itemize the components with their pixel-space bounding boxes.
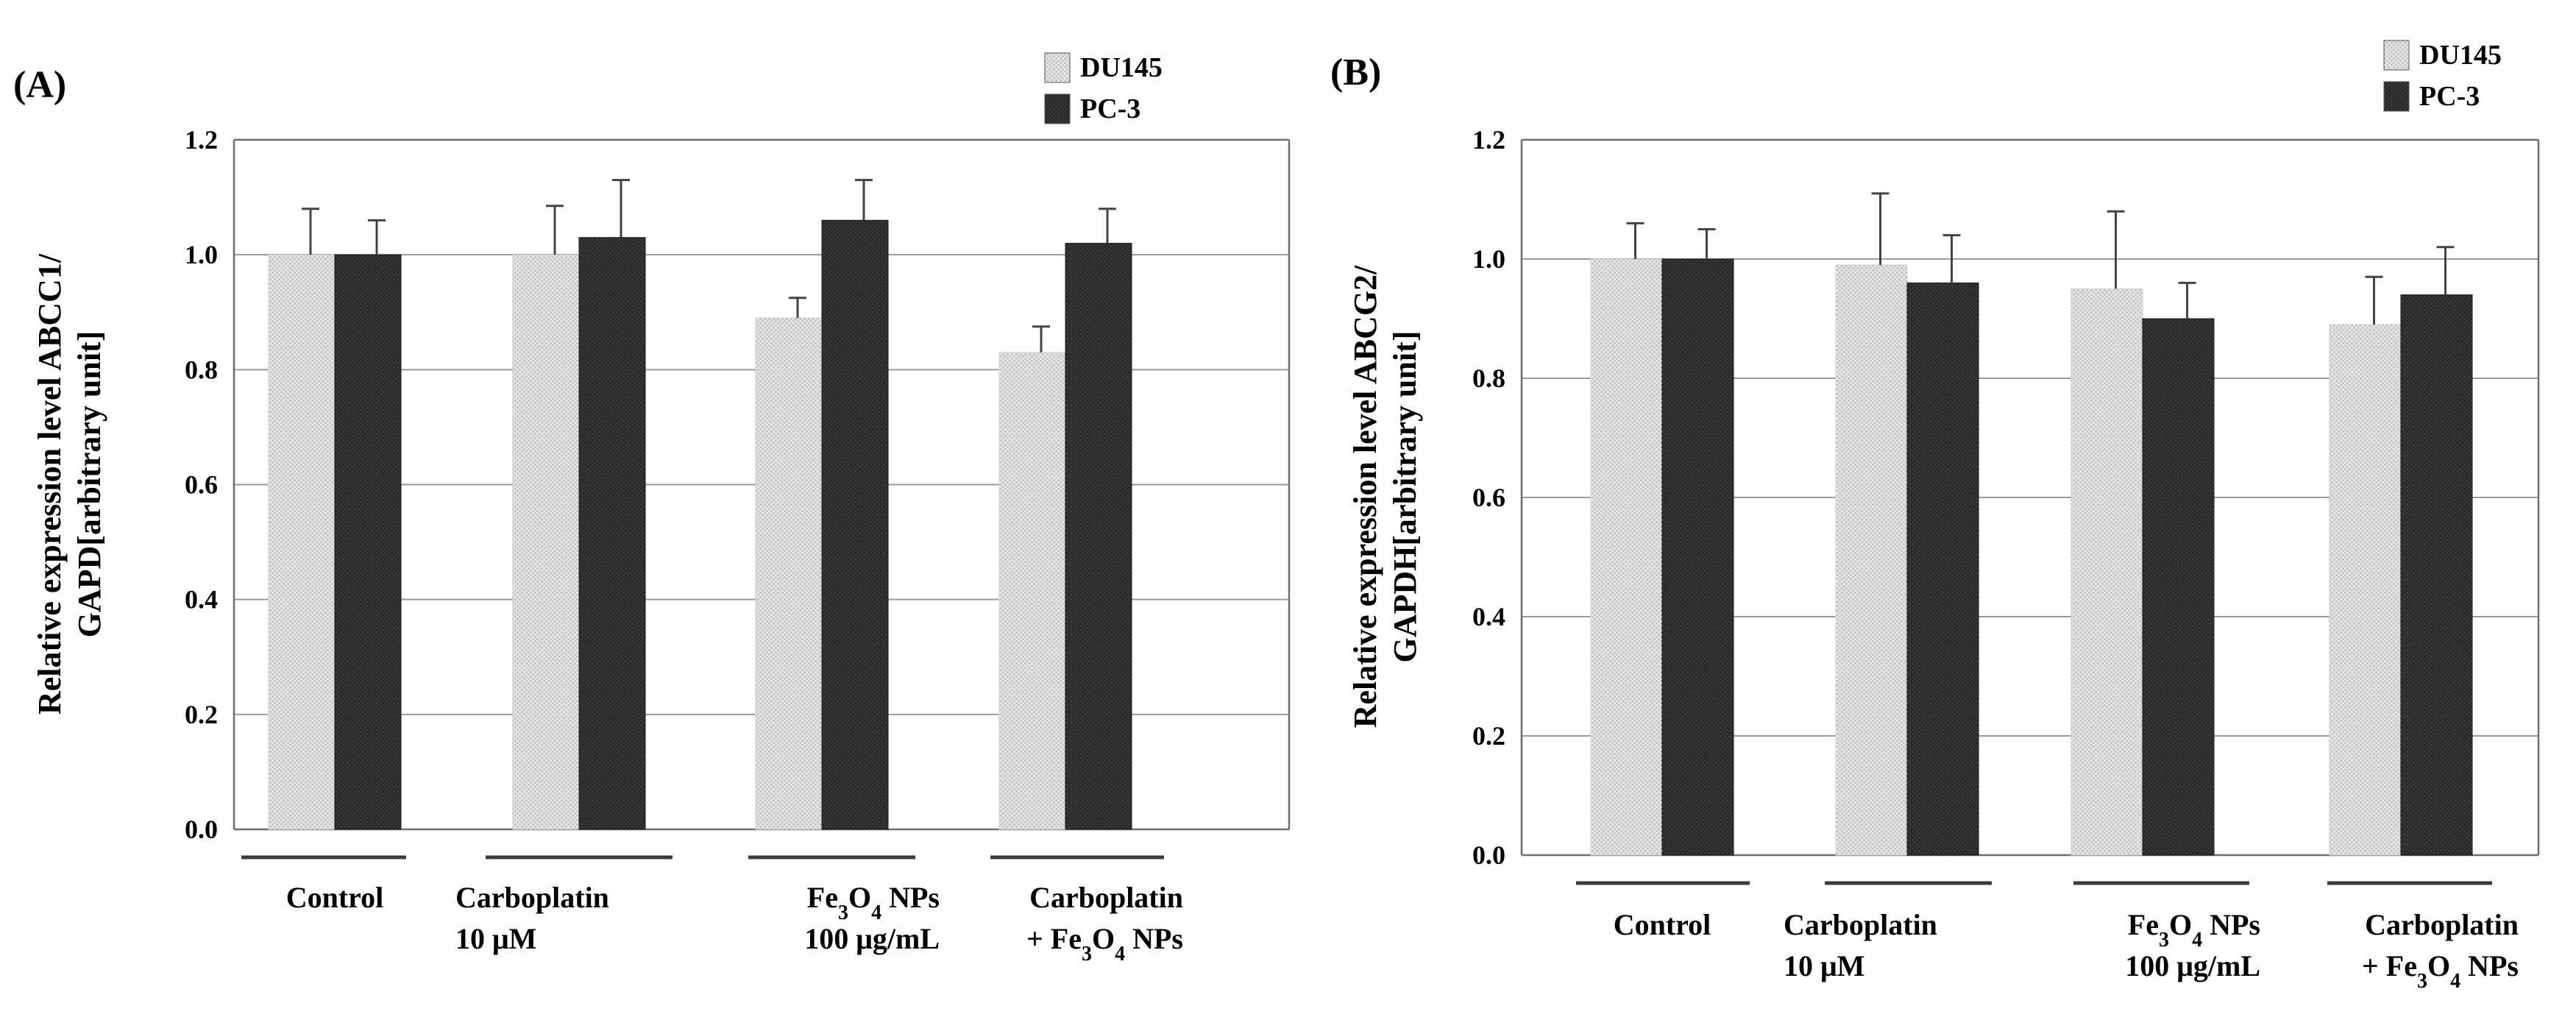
x-category-label: Carboplatin 10 μM [455,881,609,955]
x-category-label-part: NPs [881,881,940,914]
x-category-label-part: + Fe [1026,922,1082,955]
bar-du145 [755,317,823,830]
legend: DU145 PC-3 [1044,52,1163,124]
x-category-label-part: 100 μg/mL [2125,949,2260,982]
x-category-label-part: Carboplatin [2365,908,2519,941]
x-category-label: Carboplatin + Fe3O4 NPs [1026,881,1183,965]
x-category-label-part: 10 μM [455,922,536,955]
x-category-label-part: Control [1614,908,1711,941]
legend: DU145 PC-3 [2383,40,2502,112]
bar-pc-3 [578,237,646,830]
bar-du145 [1835,264,1908,856]
x-category-label-part: 10 μM [1784,949,1864,982]
legend-swatch-pc-3 [2383,81,2410,112]
bar-pc-3 [1661,258,1734,856]
x-category-label-part: 4 [2192,929,2202,952]
y-axis-title-line: Relative expression level ABCC1/ [32,253,68,715]
bar-du145 [998,352,1066,830]
x-category-label-part: Carboplatin [1784,908,1937,941]
y-tick-label: 0.0 [1472,840,1505,870]
x-category-label-part: 4 [871,901,881,924]
bar-du145 [268,254,336,830]
bar-du145 [1590,258,1663,856]
bar-du145 [2329,324,2402,856]
y-tick-label: 0.6 [185,470,218,500]
y-tick-label: 1.2 [185,125,218,155]
y-axis-title: Relative expression level ABCG2/GAPDH[ar… [1347,265,1423,728]
y-tick-label: 0.0 [185,815,218,844]
x-category-label-part: + Fe [2362,949,2417,982]
legend-swatch-du145 [2383,40,2410,71]
y-tick-label: 0.4 [185,585,218,614]
y-tick-label: 1.2 [1472,125,1505,155]
y-tick-label: 1.0 [185,240,218,269]
chart-panel-1: (A) 0.0 0.2 0.4 0.6 0.8 1.0 1.2 Relative express… [13,52,1291,965]
bar-pc-3 [2142,318,2215,856]
x-category-label-part: O [2427,949,2450,982]
legend-label-pc-3: PC-3 [1080,93,1140,124]
x-category-label-part: Carboplatin [1029,881,1183,914]
x-category-label: Carboplatin 10 μM [1784,908,1937,982]
y-tick-label: 1.0 [1472,244,1505,274]
x-category-label: Control [1614,908,1711,941]
x-category-label-part: Carboplatin [455,881,609,914]
x-category-label-part: O [848,881,871,914]
legend-swatch-pc-3 [1044,93,1071,124]
y-tick-label: 0.2 [185,700,218,729]
y-axis-title: Relative expression level ABCC1/GAPD[arb… [32,253,107,715]
x-category-label-part: O [1092,922,1115,955]
x-category-label-part: 100 μg/mL [804,922,940,955]
y-axis-title-line: Relative expression level ABCG2/ [1347,265,1383,728]
bar-pc-3 [2400,294,2473,856]
legend-label-du145: DU145 [1080,52,1163,83]
x-category-label-part: Fe [2128,908,2159,941]
x-category-label-part: 3 [2417,970,2427,993]
x-category-label-part: Fe [807,881,838,914]
legend-swatch-du145 [1044,52,1071,83]
y-tick-label: 0.4 [1472,602,1505,631]
panel-label: (B) [1330,52,1381,93]
y-tick-label: 0.6 [1472,483,1505,512]
panel-label: (A) [13,64,66,106]
bar-pc-3 [334,254,402,830]
bar-pc-3 [1906,282,1979,856]
x-category-label: Fe3O4 NPs 100 μg/mL [2125,908,2260,982]
y-tick-label: 0.8 [185,355,218,384]
x-category-label: Carboplatin + Fe3O4 NPs [2362,908,2519,993]
x-category-label-part: NPs [1125,922,1183,955]
x-category-label-part: Control [286,881,384,914]
x-category-label-part: 4 [2450,970,2460,993]
x-category-label-part: NPs [2202,908,2260,941]
y-axis-title-line: GAPDH[arbitrary unit] [1387,331,1423,663]
y-tick-label: 0.2 [1472,721,1505,751]
y-axis-title-line: GAPD[arbitrary unit] [71,331,107,638]
x-category-label-part: O [2169,908,2192,941]
x-category-label-part: 3 [1082,943,1092,965]
chart-panel-2: (B) 0.0 0.2 0.4 0.6 0.8 1.0 1.2 Relative express… [1330,40,2540,993]
x-category-label-part: 4 [1115,943,1125,965]
x-category-label-part: 3 [838,901,848,924]
bar-pc-3 [1065,243,1132,830]
x-category-label-part: NPs [2460,949,2519,982]
x-category-label-part: 3 [2159,929,2169,952]
x-category-label: Control [286,881,384,914]
x-category-label: Fe3O4 NPs 100 μg/mL [804,881,940,955]
legend-label-pc-3: PC-3 [2419,81,2480,112]
bar-du145 [512,254,580,830]
bar-du145 [2071,288,2143,856]
bar-pc-3 [821,219,889,830]
legend-label-du145: DU145 [2419,40,2502,71]
y-tick-label: 0.8 [1472,364,1505,393]
